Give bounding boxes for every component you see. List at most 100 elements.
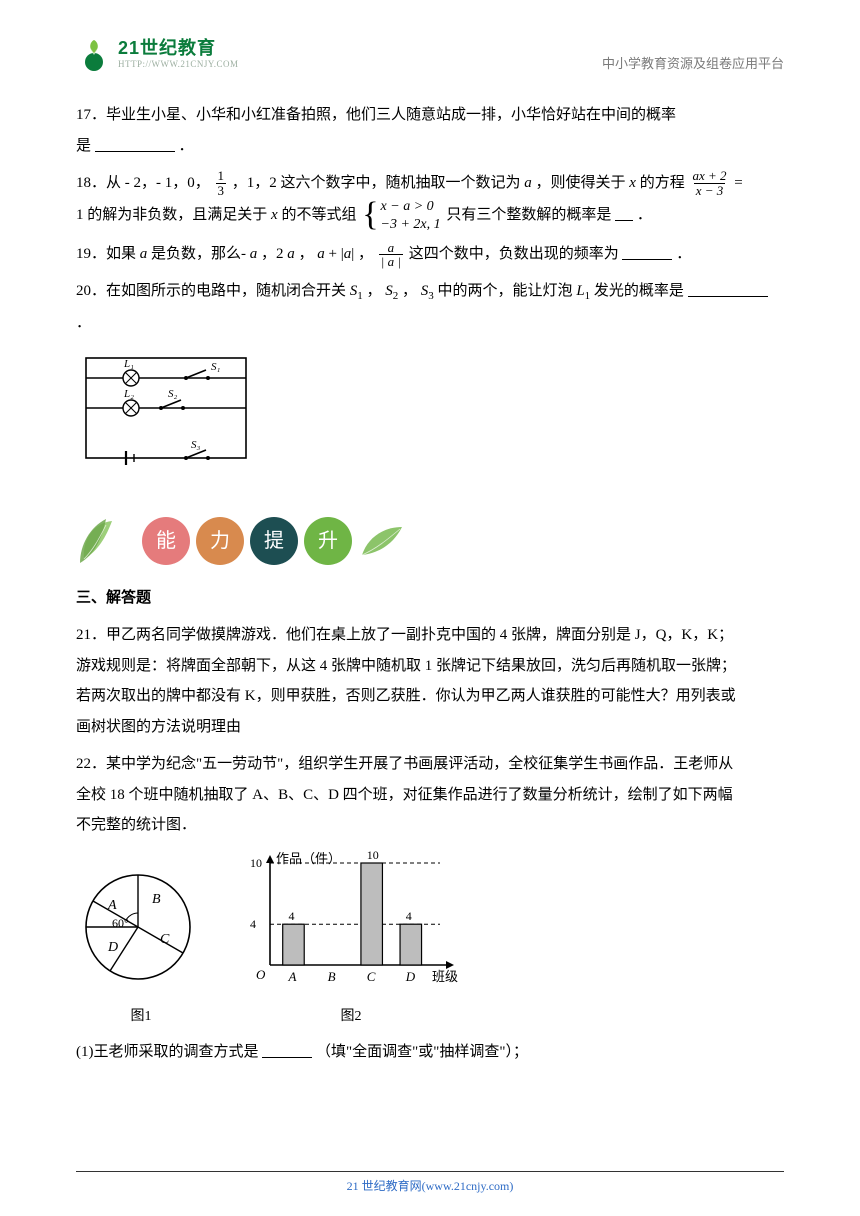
q18-rhs-num: ax + 2 [690,169,728,183]
q19-frac: a | a | [379,241,403,269]
svg-text:D: D [405,969,416,984]
q19-suf: ． [676,246,691,262]
leaf-right-icon [358,521,406,561]
q21-l4: 画树状图的方法说明理由 [76,712,784,743]
q20-a: 20．在如图所示的电路中，随机闭合开关 [76,283,350,299]
circuit-s2-label: S₂ [168,388,178,400]
q18-var-x: x [629,175,636,191]
q18-frac1-num: 1 [216,169,227,183]
q19-v3: a [287,246,295,262]
svg-text:10: 10 [250,856,262,870]
badge-4-text: 升 [318,521,338,562]
bar-chart: 作品（件）O班级410A4BC10D4 [236,849,466,989]
bar-chart-block: 作品（件）O班级410A4BC10D4 图2 [236,849,466,1031]
q22-l2: 全校 18 个班中随机抽取了 A、B、C、D 四个班，对征集作品进行了数量分析统… [76,780,784,811]
circuit-s1-label: S₁ [211,361,221,373]
q17-text-1: 17．毕业生小星、小华和小红准备拍照，他们三人随意站成一排，小华恰好站在中间的概… [76,107,676,123]
svg-text:C: C [367,969,376,984]
q18-frac1-den: 3 [216,183,227,198]
q18-a: 18．从 - 2，- 1，0， [76,175,210,191]
q22-diagrams: A B C D 60° 图1 作品（件）O班级410A4BC10D4 图2 [76,849,784,1031]
q21-l1: 21．甲乙两名同学做摸牌游戏．他们在桌上放了一副扑克中国的 4 张牌，牌面分别是… [76,620,784,651]
svg-text:4: 4 [406,909,412,923]
logo: 21世纪教育 HTTP://WWW.21CNJY.COM [76,36,239,72]
q19-v2: a [250,246,258,262]
leaf-left-icon [76,515,136,567]
svg-text:作品（件）: 作品（件） [276,851,341,866]
logo-text-en: HTTP://WWW.21CNJY.COM [118,59,239,69]
q18-l2b: 的不等式组 [281,207,356,223]
circuit-s3-label: S₃ [191,439,201,451]
q18-rhs-den: x − 3 [694,183,726,198]
section-badge-row: 能 力 提 升 [76,515,784,567]
q20-l1s: 1 [585,290,591,302]
q18-l2c: 只有三个整数解的概率是 [446,207,611,223]
section-3-heading: 三、解答题 [76,583,784,614]
q20-d: 中的两个，能让灯泡 [438,283,577,299]
q19-fn: a [386,241,397,255]
q20-c: ， [402,283,417,299]
q18-frac-1: 1 3 [216,169,227,197]
question-19: 19．如果 a 是负数，那么- a ，2 a ， a + |a| ， a | a… [76,239,784,270]
q20-s2s: 2 [393,290,399,302]
q19-v4e: | ， [351,246,373,262]
svg-text:D: D [107,940,118,955]
q18-var-x2: x [271,207,278,223]
q20-s1s: 1 [357,290,363,302]
q18-blank [615,220,633,221]
svg-text:4: 4 [288,909,294,923]
svg-text:A: A [287,969,296,984]
q18-var-a: a [524,175,532,191]
q18-eq: = [734,175,742,191]
q19-d: ， [299,246,314,262]
circuit-l2-label: L₂ [123,388,134,400]
question-17: 17．毕业生小星、小华和小红准备拍照，他们三人随意站成一排，小华恰好站在中间的概… [76,100,784,162]
svg-text:4: 4 [250,917,256,931]
q18-c: ，则使得关于 [536,175,630,191]
svg-text:10: 10 [367,849,379,862]
badge-2-text: 力 [210,521,230,562]
q19-v1: a [140,246,148,262]
svg-text:C: C [160,932,170,947]
q20-blank [688,296,768,297]
question-20: 20．在如图所示的电路中，随机闭合开关 S1 ， S2 ， S3 中的两个，能让… [76,276,784,338]
q17-text-2b: ． [179,138,194,154]
q19-v4a: a [317,246,325,262]
question-18: 18．从 - 2，- 1，0， 1 3 ，1，2 这六个数字中，随机抽取一个数记… [76,168,784,234]
badge-4: 升 [304,517,352,565]
svg-text:B: B [328,969,336,984]
q18-inequality-system: { x − a > 0 −3 + 2x, 1 [362,198,440,233]
header-slogan: 中小学教育资源及组卷应用平台 [602,53,784,72]
q20-l1: L [576,283,584,299]
q20-e: 发光的概率是 [594,283,684,299]
q19-b: 是负数，那么- [151,246,250,262]
q19-c: ，2 [261,246,284,262]
logo-icon [76,36,112,72]
svg-text:O: O [256,967,266,982]
content: 17．毕业生小星、小华和小红准备拍照，他们三人随意站成一排，小华恰好站在中间的概… [76,100,784,1068]
q21-l3: 若两次取出的牌中都没有 K，则甲获胜，否则乙获胜．你认为甲乙两人谁获胜的可能性大… [76,681,784,712]
pie-caption: 图1 [76,1003,206,1032]
q20-s2: S [385,283,393,299]
badge-1-text: 能 [156,521,176,562]
bar-caption: 图2 [236,1003,466,1032]
q18-suf: ． [637,207,652,223]
q22-s1b: （填"全面调查"或"抽样调查"）； [316,1044,528,1060]
pie-chart: A B C D 60° [76,869,206,989]
q21-l2: 游戏规则是：将牌面全部朝下，从这 4 张牌中随机取 1 张牌记下结果放回，洗匀后… [76,651,784,682]
svg-text:60°: 60° [112,916,129,930]
q19-a: 19．如果 [76,246,140,262]
q17-text-2a: 是 [76,138,91,154]
badge-1: 能 [142,517,190,565]
q20-s3s: 3 [428,290,434,302]
circuit-diagram: L₁ S₁ L₂ S₂ S₃ [76,348,784,480]
q22-s1-blank [262,1057,312,1058]
q17-blank [95,151,175,152]
question-22: 22．某中学为纪念"五一劳动节"，组织学生开展了书画展评活动，全校征集学生书画作… [76,749,784,841]
q19-tail: 这四个数中，负数出现的频率为 [409,246,619,262]
logo-text-cn: 21世纪教育 [118,38,239,59]
q18-sys-1: x − a > 0 [381,198,441,216]
q20-b: ， [367,283,382,299]
q19-fd: | a | [379,254,403,269]
footer-text: 21 世纪教育网(www.21cnjy.com) [0,1177,860,1194]
